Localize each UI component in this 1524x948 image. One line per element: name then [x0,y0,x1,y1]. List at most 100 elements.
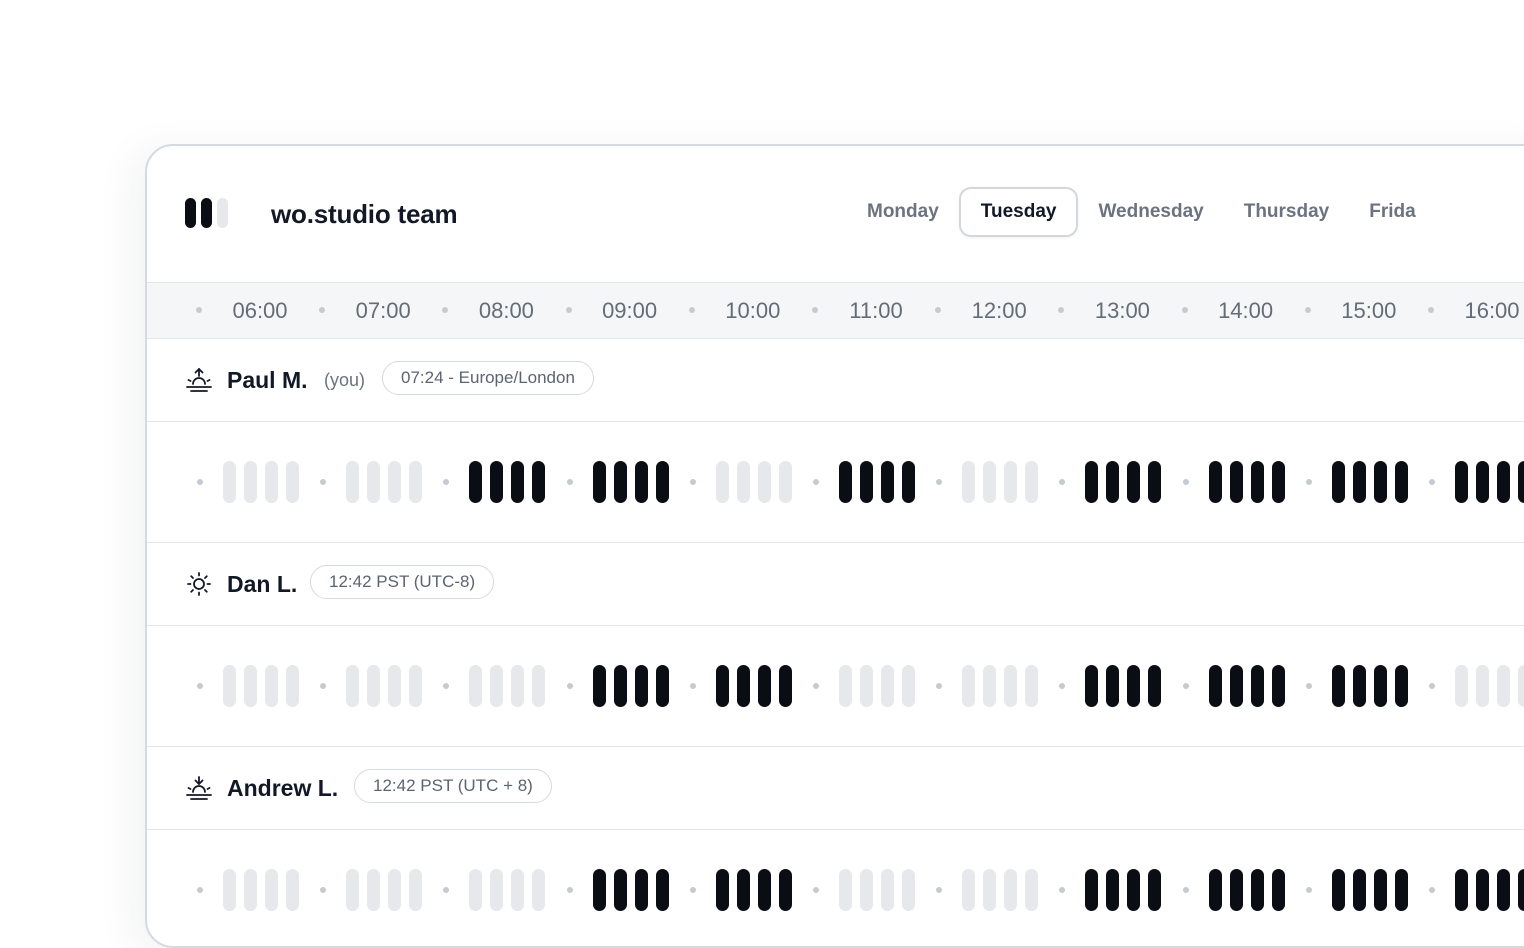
tab-thursday[interactable]: Thursday [1224,187,1350,237]
unavailable-hour-block[interactable] [223,869,299,911]
quarter-hour-slot[interactable] [758,869,771,911]
unavailable-hour-block[interactable] [1455,665,1524,707]
quarter-hour-slot[interactable] [409,665,422,707]
quarter-hour-slot[interactable] [490,461,503,503]
available-hour-block[interactable] [1455,461,1524,503]
tab-monday[interactable]: Monday [847,187,959,237]
quarter-hour-slot[interactable] [469,461,482,503]
quarter-hour-slot[interactable] [1455,665,1468,707]
quarter-hour-slot[interactable] [265,461,278,503]
quarter-hour-slot[interactable] [1518,665,1524,707]
quarter-hour-slot[interactable] [983,461,996,503]
quarter-hour-slot[interactable] [223,461,236,503]
quarter-hour-slot[interactable] [244,665,257,707]
quarter-hour-slot[interactable] [1332,869,1345,911]
unavailable-hour-block[interactable] [223,665,299,707]
available-hour-block[interactable] [1332,665,1408,707]
quarter-hour-slot[interactable] [1353,665,1366,707]
quarter-hour-slot[interactable] [1127,665,1140,707]
quarter-hour-slot[interactable] [286,461,299,503]
quarter-hour-slot[interactable] [1497,461,1510,503]
quarter-hour-slot[interactable] [839,869,852,911]
quarter-hour-slot[interactable] [1455,461,1468,503]
unavailable-hour-block[interactable] [346,869,422,911]
quarter-hour-slot[interactable] [511,461,524,503]
quarter-hour-slot[interactable] [737,665,750,707]
quarter-hour-slot[interactable] [635,461,648,503]
quarter-hour-slot[interactable] [1374,461,1387,503]
quarter-hour-slot[interactable] [779,461,792,503]
quarter-hour-slot[interactable] [1209,461,1222,503]
quarter-hour-slot[interactable] [614,869,627,911]
unavailable-hour-block[interactable] [839,869,915,911]
quarter-hour-slot[interactable] [1332,665,1345,707]
unavailable-hour-block[interactable] [346,665,422,707]
available-hour-block[interactable] [1209,461,1285,503]
quarter-hour-slot[interactable] [346,461,359,503]
quarter-hour-slot[interactable] [532,869,545,911]
quarter-hour-slot[interactable] [1272,869,1285,911]
available-hour-block[interactable] [593,665,669,707]
unavailable-hour-block[interactable] [469,869,545,911]
quarter-hour-slot[interactable] [593,461,606,503]
quarter-hour-slot[interactable] [223,665,236,707]
quarter-hour-slot[interactable] [265,869,278,911]
available-hour-block[interactable] [593,461,669,503]
quarter-hour-slot[interactable] [1251,665,1264,707]
available-hour-block[interactable] [1209,869,1285,911]
quarter-hour-slot[interactable] [367,665,380,707]
quarter-hour-slot[interactable] [1025,665,1038,707]
available-hour-block[interactable] [1455,869,1524,911]
quarter-hour-slot[interactable] [388,665,401,707]
quarter-hour-slot[interactable] [902,869,915,911]
quarter-hour-slot[interactable] [1395,461,1408,503]
quarter-hour-slot[interactable] [1272,665,1285,707]
quarter-hour-slot[interactable] [511,665,524,707]
quarter-hour-slot[interactable] [511,869,524,911]
quarter-hour-slot[interactable] [1127,869,1140,911]
quarter-hour-slot[interactable] [223,869,236,911]
quarter-hour-slot[interactable] [839,665,852,707]
available-hour-block[interactable] [716,665,792,707]
quarter-hour-slot[interactable] [532,461,545,503]
quarter-hour-slot[interactable] [758,461,771,503]
quarter-hour-slot[interactable] [1209,665,1222,707]
quarter-hour-slot[interactable] [656,461,669,503]
tab-tuesday[interactable]: Tuesday [959,187,1079,237]
quarter-hour-slot[interactable] [1004,461,1017,503]
quarter-hour-slot[interactable] [286,869,299,911]
tab-wednesday[interactable]: Wednesday [1078,187,1223,237]
quarter-hour-slot[interactable] [779,869,792,911]
quarter-hour-slot[interactable] [1476,869,1489,911]
quarter-hour-slot[interactable] [346,665,359,707]
quarter-hour-slot[interactable] [1230,665,1243,707]
available-hour-block[interactable] [1209,665,1285,707]
quarter-hour-slot[interactable] [902,461,915,503]
quarter-hour-slot[interactable] [1025,869,1038,911]
quarter-hour-slot[interactable] [656,665,669,707]
quarter-hour-slot[interactable] [902,665,915,707]
quarter-hour-slot[interactable] [593,869,606,911]
quarter-hour-slot[interactable] [860,869,873,911]
quarter-hour-slot[interactable] [388,461,401,503]
quarter-hour-slot[interactable] [1518,461,1524,503]
unavailable-hour-block[interactable] [716,461,792,503]
quarter-hour-slot[interactable] [409,869,422,911]
quarter-hour-slot[interactable] [1272,461,1285,503]
quarter-hour-slot[interactable] [881,665,894,707]
quarter-hour-slot[interactable] [1106,665,1119,707]
quarter-hour-slot[interactable] [1476,665,1489,707]
available-hour-block[interactable] [469,461,545,503]
quarter-hour-slot[interactable] [1230,869,1243,911]
quarter-hour-slot[interactable] [1148,665,1161,707]
quarter-hour-slot[interactable] [1476,461,1489,503]
quarter-hour-slot[interactable] [1106,869,1119,911]
quarter-hour-slot[interactable] [346,869,359,911]
quarter-hour-slot[interactable] [860,665,873,707]
quarter-hour-slot[interactable] [881,869,894,911]
quarter-hour-slot[interactable] [860,461,873,503]
quarter-hour-slot[interactable] [469,869,482,911]
available-hour-block[interactable] [1085,665,1161,707]
quarter-hour-slot[interactable] [244,461,257,503]
available-hour-block[interactable] [1332,869,1408,911]
